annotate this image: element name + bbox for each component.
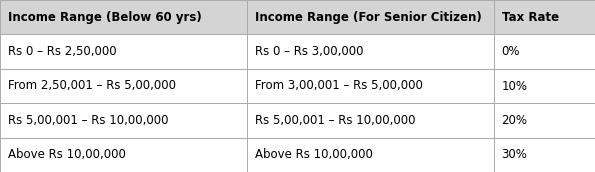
Text: From 2,50,001 – Rs 5,00,000: From 2,50,001 – Rs 5,00,000 [8,79,176,93]
Bar [0,0,247,34]
Text: Income Range (For Senior Citizen): Income Range (For Senior Citizen) [255,11,481,24]
Bar [247,34,494,69]
Bar [0,69,247,103]
Bar [247,69,494,103]
Bar [494,138,595,172]
Bar [494,0,595,34]
Bar [0,34,247,69]
Bar [494,103,595,138]
Text: From 3,00,001 – Rs 5,00,000: From 3,00,001 – Rs 5,00,000 [255,79,422,93]
Text: Rs 5,00,001 – Rs 10,00,000: Rs 5,00,001 – Rs 10,00,000 [8,114,168,127]
Bar [0,103,247,138]
Text: Tax Rate: Tax Rate [502,11,559,24]
Text: Rs 0 – Rs 3,00,000: Rs 0 – Rs 3,00,000 [255,45,363,58]
Text: Income Range (Below 60 yrs): Income Range (Below 60 yrs) [8,11,202,24]
Text: 20%: 20% [502,114,528,127]
Text: 30%: 30% [502,148,527,161]
Text: Above Rs 10,00,000: Above Rs 10,00,000 [8,148,126,161]
Text: 10%: 10% [502,79,528,93]
Bar [494,34,595,69]
Bar [494,69,595,103]
Text: Rs 5,00,001 – Rs 10,00,000: Rs 5,00,001 – Rs 10,00,000 [255,114,415,127]
Text: Above Rs 10,00,000: Above Rs 10,00,000 [255,148,372,161]
Bar [0,138,247,172]
Text: 0%: 0% [502,45,520,58]
Bar [247,0,494,34]
Bar [247,138,494,172]
Bar [247,103,494,138]
Text: Rs 0 – Rs 2,50,000: Rs 0 – Rs 2,50,000 [8,45,117,58]
